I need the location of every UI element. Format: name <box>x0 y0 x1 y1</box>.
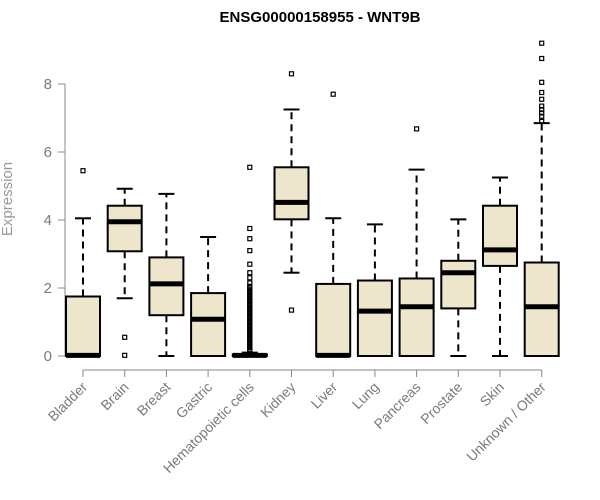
y-axis-label: Expression <box>0 162 16 236</box>
x-tick-label: Prostate <box>417 379 465 427</box>
outlier-point <box>539 103 545 109</box>
x-tick-label: Lung <box>349 379 382 412</box>
x-tick-label: Liver <box>308 379 341 412</box>
boxes-group <box>65 40 560 358</box>
iqr-box <box>315 282 352 358</box>
iqr-box <box>440 259 477 310</box>
outlier-point <box>247 236 253 242</box>
iqr-box <box>356 279 393 357</box>
outlier-point <box>80 168 86 174</box>
outlier-point <box>539 55 545 62</box>
outlier-point <box>330 91 336 97</box>
outlier-point <box>247 164 253 170</box>
outlier-point <box>247 248 253 254</box>
iqr-box <box>106 204 143 253</box>
box-prostate <box>440 218 477 357</box>
y-tick-label: 6 <box>44 144 52 161</box>
outlier-point <box>122 334 128 340</box>
box-brain <box>106 187 143 358</box>
iqr-box <box>523 261 560 357</box>
outlier-point <box>539 89 545 96</box>
box-liver <box>315 91 352 358</box>
outlier-point <box>247 280 253 286</box>
y-tick-label: 0 <box>44 348 52 365</box>
box-bladder <box>65 168 101 358</box>
x-tick-label: Breast <box>134 379 174 419</box>
box-kidney <box>273 71 310 313</box>
iqr-box <box>65 295 101 357</box>
box-hematopoietic-cells <box>231 164 268 358</box>
box-breast <box>148 192 185 357</box>
x-tick-label: Skin <box>477 379 508 410</box>
y-tick-label: 8 <box>44 76 52 93</box>
outlier-point <box>539 118 545 125</box>
outlier-point <box>247 270 253 276</box>
y-axis: 0 2 4 6 8 <box>44 76 66 365</box>
box-lung <box>356 223 393 357</box>
x-tick-label: Kidney <box>257 379 299 421</box>
outlier-point <box>122 352 128 358</box>
iqr-box <box>482 204 518 267</box>
outlier-point <box>247 261 253 267</box>
x-tick-label: Unknown / Other <box>463 379 549 465</box>
y-tick-label: 2 <box>44 280 52 297</box>
chart-title: ENSG00000158955 - WNT9B <box>220 9 421 26</box>
outlier-point <box>414 126 420 132</box>
x-tick-label: Brain <box>97 379 131 413</box>
box-skin <box>482 176 518 357</box>
iqr-box <box>273 166 310 221</box>
box-pancreas <box>398 126 435 358</box>
box-gastric <box>190 236 227 358</box>
outlier-point <box>288 307 295 313</box>
outlier-point <box>247 283 253 289</box>
outlier-point <box>247 225 253 232</box>
iqr-box <box>398 277 435 358</box>
y-tick-label: 4 <box>44 212 52 229</box>
box-unknown-other <box>523 40 560 357</box>
outlier-point <box>247 275 253 281</box>
outlier-point <box>539 79 545 85</box>
x-tick-label: Bladder <box>45 379 91 425</box>
outlier-point <box>539 40 545 46</box>
outlier-point <box>539 96 545 102</box>
iqr-box <box>190 292 227 358</box>
outlier-point <box>288 71 295 77</box>
